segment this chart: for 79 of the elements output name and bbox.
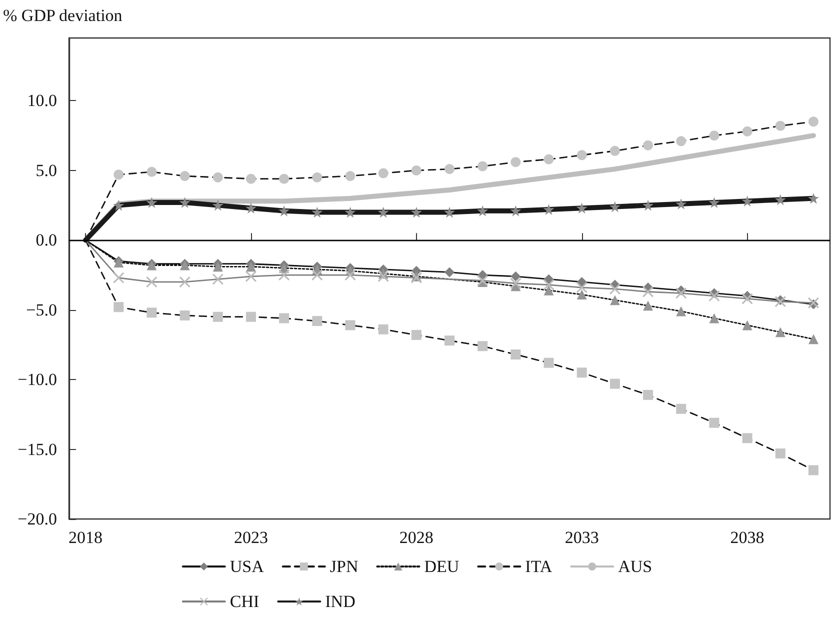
- point: [610, 295, 620, 306]
- point: [378, 168, 388, 178]
- y-tick-label: −15.0: [18, 440, 57, 459]
- x-tick-label: 2018: [68, 528, 103, 547]
- point: [709, 418, 720, 428]
- point: [212, 262, 223, 272]
- point: [643, 140, 654, 150]
- legend-label: ITA: [525, 557, 553, 576]
- point: [146, 308, 157, 318]
- point: [114, 170, 124, 180]
- point: [212, 172, 223, 182]
- point: [180, 171, 190, 182]
- point: [808, 334, 818, 344]
- point: [576, 150, 587, 160]
- point: [510, 157, 521, 168]
- point: [510, 271, 521, 282]
- x-tick-label: 2028: [399, 528, 434, 547]
- point: [576, 368, 587, 378]
- point: [246, 312, 256, 322]
- point: [279, 174, 290, 184]
- y-tick-label: −5.0: [26, 300, 57, 320]
- point: [576, 276, 587, 287]
- point: [279, 313, 290, 324]
- y-tick-label: −20.0: [18, 510, 57, 528]
- point: [411, 165, 422, 176]
- point: [246, 174, 256, 184]
- point: [478, 341, 488, 352]
- point: [709, 313, 720, 324]
- point: [709, 130, 720, 141]
- y-tick-label: 10.0: [27, 91, 57, 110]
- y-tick-label: 5.0: [36, 160, 57, 180]
- point: [742, 126, 752, 136]
- y-tick-label: −10.0: [18, 370, 57, 390]
- point: [312, 172, 322, 182]
- point: [444, 164, 454, 174]
- point: [610, 378, 620, 389]
- point: [576, 290, 587, 300]
- point: [808, 116, 818, 127]
- point: [676, 404, 686, 414]
- point: [742, 320, 752, 330]
- point: [544, 358, 554, 368]
- point: [544, 154, 554, 164]
- point: [775, 120, 786, 131]
- point: [808, 465, 818, 476]
- point: [478, 161, 488, 172]
- point: [180, 310, 190, 320]
- point: [544, 274, 554, 284]
- point: [312, 316, 322, 326]
- point: [643, 390, 654, 400]
- point: [643, 300, 654, 311]
- x-tick-label: 2023: [234, 528, 268, 547]
- point: [510, 349, 521, 360]
- point: [544, 285, 554, 296]
- point: [114, 302, 124, 312]
- x-tick-label: 2033: [564, 528, 599, 547]
- point: [246, 262, 256, 272]
- y-axis-title: % GDP deviation: [3, 6, 123, 25]
- point: [345, 171, 356, 182]
- legend-label: USA: [230, 557, 265, 576]
- point: [610, 146, 620, 156]
- y-tick-label: 0.0: [36, 230, 57, 250]
- point: [742, 433, 752, 444]
- legend-label: JPN: [330, 557, 358, 576]
- legend-label: AUS: [618, 557, 652, 576]
- point: [345, 320, 356, 330]
- point: [212, 312, 223, 322]
- point: [676, 136, 686, 146]
- legend-label: CHI: [230, 592, 260, 611]
- legend-label: DEU: [424, 557, 460, 576]
- point: [775, 327, 786, 338]
- point: [146, 166, 157, 177]
- point: [775, 448, 786, 458]
- point: [676, 306, 686, 316]
- point: [444, 267, 454, 278]
- point: [378, 324, 388, 334]
- point: [444, 336, 454, 346]
- legend-label: IND: [325, 592, 356, 611]
- x-tick-label: 2038: [730, 528, 764, 547]
- point: [411, 330, 422, 340]
